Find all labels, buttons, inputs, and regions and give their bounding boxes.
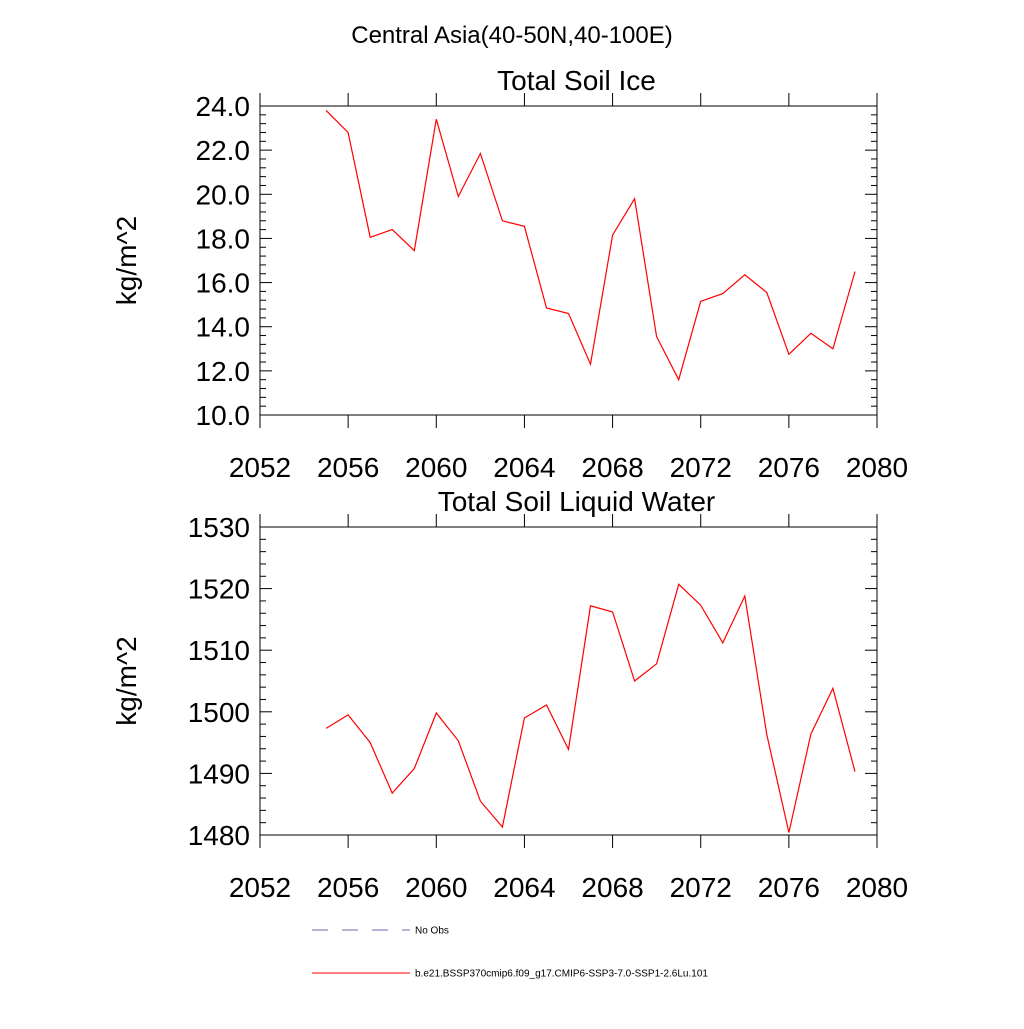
figure-title: Central Asia(40-50N,40-100E) [351,22,673,49]
x-tick-label: 2076 [758,452,820,483]
y-tick-label: 1510 [188,635,250,666]
legend: No Obs b.e21.BSSP370cmip6.f09_g17.CMIP6-S… [312,926,708,980]
y-tick-label: 12.0 [196,356,251,387]
y-tick-label: 10.0 [196,400,251,431]
y-tick-label: 14.0 [196,312,251,343]
x-tick-label: 2052 [229,452,291,483]
plot-frame [259,105,878,416]
y-tick-label: 1520 [188,574,250,605]
x-tick-label: 2072 [670,872,732,903]
y-tick-label: 18.0 [196,223,251,254]
x-tick-label: 2056 [317,872,379,903]
chart-panel-2: Total Soil Liquid Water kg/m^2 1480 1490 150… [111,486,908,903]
x-tick-label: 2060 [405,452,467,483]
series-line [325,583,856,833]
x-tick-label: 2072 [670,452,732,483]
x-tick-label: 2080 [846,452,908,483]
y-tick-label: 22.0 [196,135,251,166]
y-tick-label: 1500 [188,697,250,728]
x-tick-label: 2068 [581,872,643,903]
y-tick-label: 24.0 [196,91,251,122]
legend-label: b.e21.BSSP370cmip6.f09_g17.CMIP6-SSP3-7.… [415,969,708,980]
y-tick-label: 20.0 [196,179,251,210]
x-tick-label: 2076 [758,872,820,903]
x-tick-label: 2056 [317,452,379,483]
x-tick-label: 2080 [846,872,908,903]
x-tick-label: 2060 [405,872,467,903]
y-tick-label: 1490 [188,758,250,789]
chart-title: Total Soil Ice [497,65,656,96]
series-line [325,109,856,382]
chart-panel-1: Total Soil Ice kg/m^2 10.0 12.0 14.0 16.0 18.0… [111,65,908,483]
y-axis-label: kg/m^2 [111,636,142,725]
x-tick-label: 2052 [229,872,291,903]
y-tick-label: 1480 [188,820,250,851]
x-tick-label: 2068 [581,452,643,483]
chart-title: Total Soil Liquid Water [438,486,716,517]
y-tick-label: 1530 [188,512,250,543]
y-tick-label: 16.0 [196,268,251,299]
x-tick-label: 2064 [493,452,555,483]
y-axis-label: kg/m^2 [111,216,142,305]
legend-label: No Obs [415,926,449,937]
x-tick-label: 2064 [493,872,555,903]
plot-frame [259,526,878,836]
